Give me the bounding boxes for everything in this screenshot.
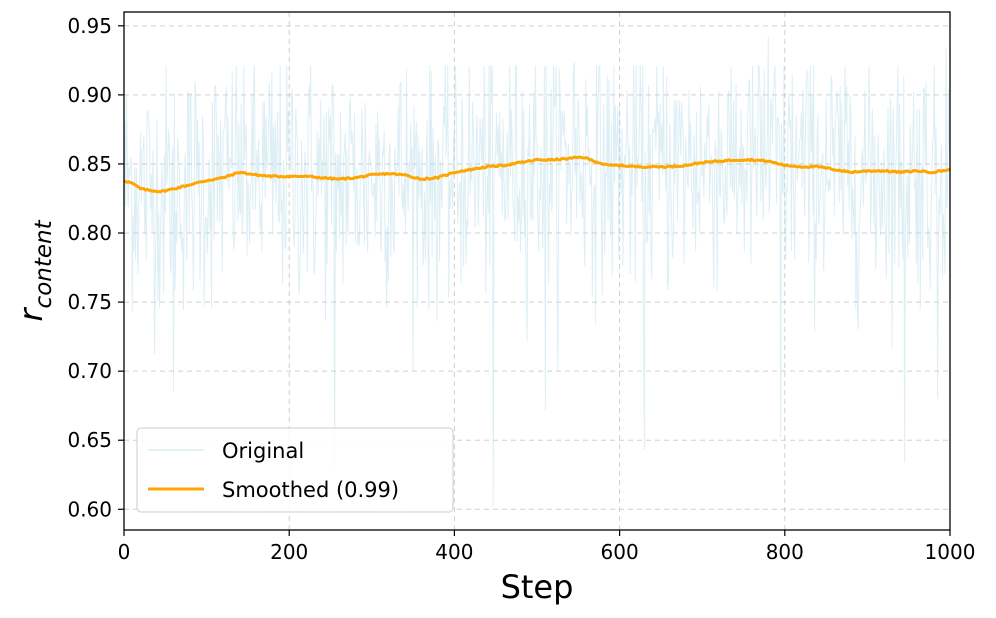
y-tick-label: 0.85: [67, 152, 112, 176]
x-tick-label: 1000: [925, 540, 976, 564]
legend-label-smoothed: Smoothed (0.99): [222, 478, 399, 502]
y-tick-label: 0.95: [67, 14, 112, 38]
x-axis-label: Step: [501, 568, 574, 606]
legend-label-original: Original: [222, 439, 304, 463]
x-tick-label: 400: [435, 540, 473, 564]
y-tick-label: 0.80: [67, 221, 112, 245]
y-tick-label: 0.75: [67, 290, 112, 314]
x-tick-label: 800: [766, 540, 804, 564]
line-chart: 0 200 400 600 800 1000 0.60 0.65 0.70 0.75 0.80 0.8…: [0, 0, 996, 618]
y-tick-label: 0.60: [67, 497, 112, 521]
y-tick-label: 0.90: [67, 83, 112, 107]
y-tick-label: 0.65: [67, 428, 112, 452]
x-tick-label: 200: [270, 540, 308, 564]
x-tick-label: 0: [118, 540, 131, 564]
x-tick-label: 600: [601, 540, 639, 564]
y-axis-label-sub: content: [31, 219, 57, 308]
legend: Original Smoothed (0.99): [137, 428, 453, 512]
y-tick-label: 0.70: [67, 359, 112, 383]
